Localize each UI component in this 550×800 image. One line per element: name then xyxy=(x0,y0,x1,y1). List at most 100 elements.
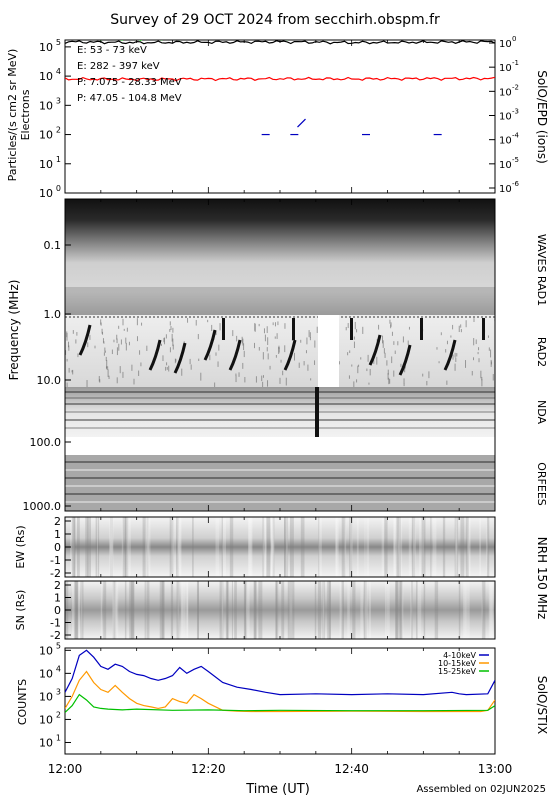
particles-ylabel2: Electrons xyxy=(19,89,32,140)
stix-ytick-label: 10 xyxy=(39,667,53,680)
stix-ytick-exp: 4 xyxy=(56,664,61,673)
nrh-sn-tick-label: -1 xyxy=(50,617,61,630)
particles-y2tick-exp: -3 xyxy=(512,108,519,116)
instrument-label-2: NDA xyxy=(535,400,548,425)
particles-ytick-exp: 2 xyxy=(56,126,61,135)
frequency-axis-label: Frequency (MHz) xyxy=(7,280,21,381)
radio-spectrogram-panel: 0.1 1.0 10.0 100.0 1000.0 Frequency (MHz) WA… xyxy=(7,198,548,513)
particles-legend-1: E: 282 - 397 keV xyxy=(77,61,160,72)
particles-y2tick-exp: 0 xyxy=(512,35,516,43)
particles-y2tick-label: 10 xyxy=(499,184,512,195)
nrh-ew-tick-label: 2 xyxy=(54,515,61,528)
particles-ytick-label: 10 xyxy=(39,129,53,142)
particles-legend-0: E: 53 - 73 keV xyxy=(77,45,147,56)
frequency-tick-label: 1000.0 xyxy=(23,500,62,513)
stix-series-1 xyxy=(65,670,495,713)
stix-right-label: SolO/STIX xyxy=(535,676,549,735)
particles-y2tick-exp: -5 xyxy=(512,156,519,164)
particles-y2tick-label: 10 xyxy=(499,160,512,171)
stix-legend-label-2: 15-25keV xyxy=(438,667,477,676)
stix-ytick-label: 10 xyxy=(39,736,53,749)
particles-ytick-label: 10 xyxy=(39,187,53,200)
particles-ytick-label: 10 xyxy=(39,41,53,54)
particles-y2tick-label: 10 xyxy=(499,112,512,123)
particles-y2tick-label: 10 xyxy=(499,39,512,50)
particles-ytick-exp: 5 xyxy=(56,38,61,47)
rad1-lower-band xyxy=(65,287,495,315)
nda-lines xyxy=(65,391,495,429)
frequency-tick-label: 0.1 xyxy=(44,239,62,252)
particles-series-1 xyxy=(65,76,495,82)
particles-frame xyxy=(64,39,496,194)
nrh-ew-tick-label: -1 xyxy=(50,554,61,567)
frequency-tick-label: 100.0 xyxy=(30,436,62,449)
stix-ylabel: COUNTS xyxy=(16,679,29,725)
nrh-sn-tick-label: 1 xyxy=(54,592,61,605)
stix-legend-label-1: 10-15keV xyxy=(438,659,477,668)
stix-ytick-label: 10 xyxy=(39,690,53,703)
particles-y2tick-label: 10 xyxy=(499,63,512,74)
nrh-sn-tick-label: -2 xyxy=(50,629,61,642)
time-tick-label: 12:20 xyxy=(191,762,226,776)
particles-ylabel: Particles/(s cm2 sr MeV) xyxy=(6,49,19,182)
particles-ytick-label: 10 xyxy=(39,70,53,83)
particles-y2tick-exp: -4 xyxy=(512,132,520,140)
frequency-tick-label: 10.0 xyxy=(37,374,62,387)
particles-y2tick-exp: -1 xyxy=(512,59,519,67)
nrh-ew-panel: 210-1-2 EW (Rs) xyxy=(14,515,496,580)
nda-burst xyxy=(315,387,319,437)
stix-series-2 xyxy=(65,693,495,713)
nrh-ew-tick-label: 1 xyxy=(54,528,61,541)
particles-ytick-exp: 1 xyxy=(56,155,61,164)
figure-title: Survey of 29 OCT 2024 from secchirh.obsp… xyxy=(110,12,440,28)
nrh-ew-tick-label: 0 xyxy=(54,541,61,554)
nrh-sn-ylabel: SN (Rs) xyxy=(14,590,27,631)
rad2-band xyxy=(65,315,495,387)
nrh-ew-image xyxy=(65,517,495,577)
particles-y2tick-exp: -2 xyxy=(512,83,519,91)
stix-ytick-exp: 3 xyxy=(56,687,61,696)
nrh-sn-tick-label: 2 xyxy=(54,579,61,592)
time-tick-label: 12:40 xyxy=(334,762,369,776)
stix-ytick-exp: 1 xyxy=(56,733,61,742)
stix-legend-label-0: 4-10keV xyxy=(443,651,476,660)
nrh-sn-panel: 210-1-2 SN (Rs) xyxy=(14,579,496,642)
stix-series-0 xyxy=(65,649,495,696)
frequency-tick-label: 1.0 xyxy=(44,308,62,321)
particles-right-label: SolO/EPD (ions) xyxy=(535,70,549,164)
time-tick-label: 12:00 xyxy=(48,762,83,776)
stix-ytick-exp: 5 xyxy=(56,641,61,650)
particles-ytick-exp: 3 xyxy=(56,96,61,105)
particles-legend-2: P: 7.075 - 28.33 MeV xyxy=(77,77,182,88)
nrh-ew-ylabel: EW (Rs) xyxy=(14,525,27,568)
nrh-sn-tick-label: 0 xyxy=(54,604,61,617)
rad2-data-gap xyxy=(318,315,339,387)
instrument-label-0: WAVES RAD1 xyxy=(535,234,548,306)
instrument-label-3: ORFEES xyxy=(535,462,548,506)
stix-frame xyxy=(64,647,496,755)
particles-y2tick-label: 10 xyxy=(499,87,512,98)
time-tick-label: 13:00 xyxy=(478,762,513,776)
instrument-label-1: RAD2 xyxy=(535,337,548,367)
stix-ytick-label: 10 xyxy=(39,644,53,657)
particles-series-3-point xyxy=(297,118,306,128)
particles-legend-3: P: 47.05 - 104.8 MeV xyxy=(77,93,182,104)
particles-ytick-label: 10 xyxy=(39,99,53,112)
nrh-sn-image xyxy=(65,581,495,639)
nrh-ew-tick-label: -2 xyxy=(50,567,61,580)
particles-ytick-exp: 4 xyxy=(56,67,61,76)
particles-y2tick-label: 10 xyxy=(499,136,512,147)
nrh-right-label: NRH 150 MHz xyxy=(535,537,549,620)
rad2-burst-features xyxy=(65,316,496,390)
particles-ytick-label: 10 xyxy=(39,158,53,171)
stix-ytick-label: 10 xyxy=(39,713,53,726)
particles-ytick-exp: 0 xyxy=(56,184,61,193)
assembled-footer: Assembled on 02JUN2025 xyxy=(416,784,546,795)
spectro-gap xyxy=(65,437,495,455)
stix-ytick-exp: 2 xyxy=(56,710,61,719)
orfees-lines xyxy=(65,461,495,503)
particles-y2tick-exp: -6 xyxy=(512,180,520,188)
